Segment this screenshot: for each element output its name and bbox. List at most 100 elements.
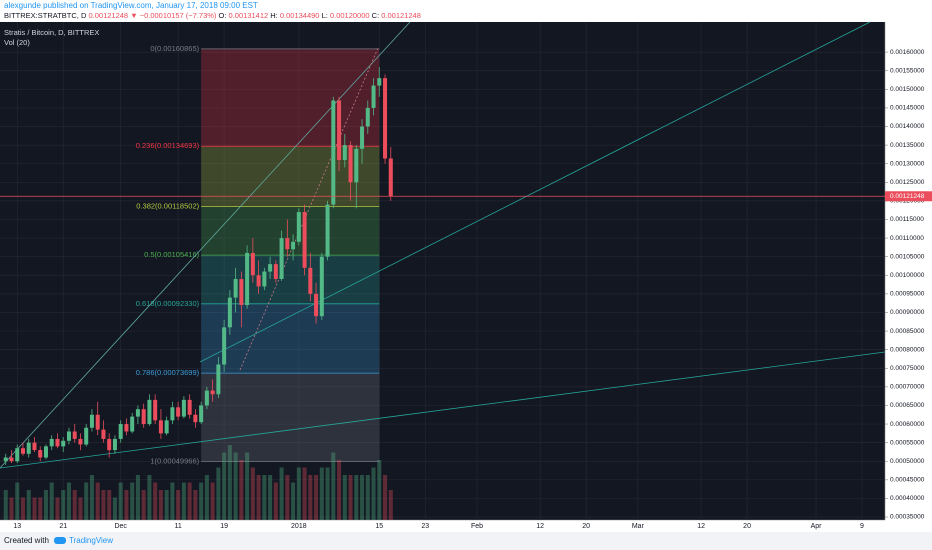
x-tick-label: Mar [632,523,645,530]
y-tick-label: 0.00055000 [890,439,925,446]
volume-bar [164,490,169,520]
y-tick-label: 0.00080000 [890,346,925,353]
volume-bar [135,475,140,520]
y-tick-label: 0.00035000 [890,514,925,521]
x-tick-label: 9 [860,523,864,530]
candle-body [279,238,284,279]
fib-label: 0.382(0.00118502) [136,201,199,210]
candle-body [365,107,370,127]
volume-bar [302,467,307,520]
volume-bar [26,490,31,520]
x-tick-label: 2018 [291,523,307,530]
volume-bar [181,482,186,520]
candle-body [101,429,106,439]
y-tick-label: 0.00160000 [890,49,925,56]
last-price-tag [885,191,932,202]
candle-body [308,267,313,294]
fib-label: 1(0.00049966) [150,456,199,465]
candle-body [3,457,8,462]
volume-bar [388,490,393,520]
field-value: 0.00134490 [280,11,320,20]
candle-body [135,409,140,417]
volume-bar [204,475,209,520]
candle-body [84,427,89,445]
candle-body [78,438,83,445]
y-tick-label: 0.00140000 [890,123,925,130]
indicator-label: Vol (20) [4,38,30,47]
candle-body [331,100,336,205]
volume-bar [43,490,48,520]
volume-bar [95,482,100,520]
candle-body [222,327,227,365]
footer-brand: TradingView [69,536,113,545]
symbol: BITTREX:STRATBTC, D [4,11,87,20]
volume-bar [124,490,129,520]
candle-body [124,424,129,432]
candle-body [55,438,60,447]
volume-bar [158,490,163,520]
volume-bar [360,475,365,520]
candle-body [9,457,14,462]
candle-body [273,264,278,279]
volume-bar [291,482,296,520]
volume-bar [78,497,83,520]
publish-line: alexgunde published on TradingView.com, … [4,1,258,10]
volume-bar [72,490,77,520]
candle-body [204,390,209,406]
candle-body [348,145,353,183]
candle-body [354,148,359,183]
volume-bar [66,482,71,520]
volume-bar [325,467,330,520]
volume-bar [227,445,232,520]
candle-body [43,446,48,458]
field-value: 0.00120000 [330,11,370,20]
candle-body [164,420,169,434]
volume-bar [118,482,123,520]
candle-body [296,212,301,242]
footer-created: Created with [4,536,49,545]
x-tick-label: Dec [114,523,127,530]
fib-zone [201,206,380,256]
candle-body [176,407,181,417]
x-tick-label: 20 [582,523,590,530]
y-tick-label: 0.00100000 [890,272,925,279]
x-tick-label: 12 [697,523,705,530]
trend-line [0,351,886,469]
candle-body [32,442,37,451]
candle-body [377,78,382,86]
candle-body [15,448,20,462]
fib-label: 0.618(0.00092330) [136,299,200,308]
volume-bar [61,490,66,520]
volume-bar [107,490,112,520]
volume-bar [314,475,319,520]
volume-bar [262,475,267,520]
volume-bar [348,475,353,520]
candle-body [250,252,255,276]
y-tick-label: 0.00090000 [890,309,925,316]
volume-bar [141,490,146,520]
volume-bar [365,475,370,520]
fib-zone [201,48,380,147]
volume-bar [233,452,238,520]
volume-bar [337,460,342,520]
candle-body [285,238,290,250]
volume-bar [187,482,192,520]
x-tick-label: 15 [375,523,383,530]
volume-bar [176,490,181,520]
x-tick-label: 21 [59,523,67,530]
field-value: 0.00121248 [381,11,421,20]
fib-label: 0.786(0.00073699) [136,368,200,377]
y-tick-label: 0.00060000 [890,421,925,428]
volume-bar [331,452,336,520]
volume-bar [147,475,152,520]
candle-body [227,297,232,328]
x-tick-label: 13 [13,523,21,530]
candle-body [38,450,43,458]
volume-bar [199,482,204,520]
candle-body [199,405,204,423]
field-label: O: [219,11,227,20]
drawings [0,21,886,469]
volume-bar [222,452,227,520]
volume-bar [20,497,25,520]
